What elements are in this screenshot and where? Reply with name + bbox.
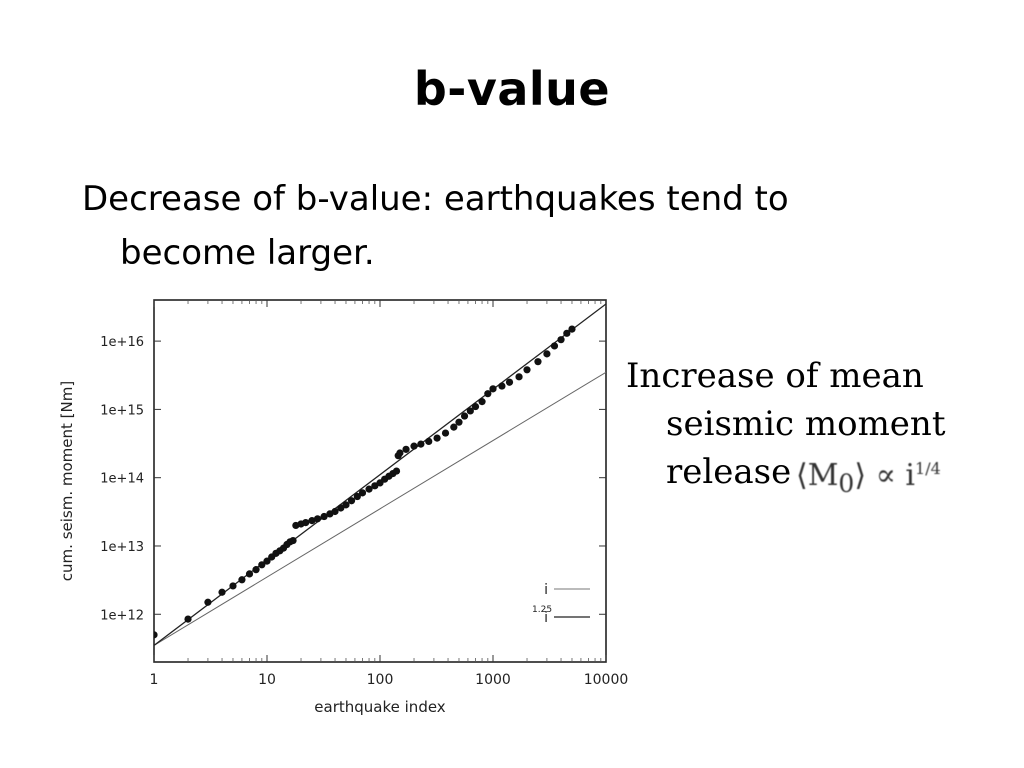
data-point [218, 588, 226, 596]
data-point [320, 512, 328, 521]
data-point [455, 418, 463, 426]
data-point [204, 598, 212, 606]
legend-exponent: 1.25 [532, 605, 552, 615]
side-line-1: Increase of mean [626, 356, 924, 396]
data-point [543, 350, 551, 358]
data-point [308, 517, 316, 525]
x-axis-label: earthquake index [314, 698, 446, 716]
data-point [460, 412, 469, 420]
formula-exp: 1/4 [915, 459, 941, 478]
y-tick-label: 1e+13 [100, 540, 144, 555]
formula-left: ⟨M [796, 458, 839, 493]
plot-area [154, 303, 606, 646]
data-point [410, 442, 418, 450]
data-point [478, 398, 486, 406]
data-point [245, 570, 254, 578]
data-point [417, 440, 425, 448]
data-point [337, 504, 345, 512]
x-tick-label: 100 [367, 672, 394, 688]
data-point [568, 325, 576, 333]
formula-right: ⟩ ∝ i [854, 458, 916, 493]
bullet-line-2: become larger. [120, 233, 375, 273]
x-tick-label: 1 [150, 672, 159, 688]
data-point [563, 329, 571, 337]
y-tick-label: 1e+14 [100, 472, 144, 487]
data-point [229, 582, 237, 590]
data-point [263, 557, 271, 565]
data-point [557, 336, 565, 344]
data-point [523, 366, 531, 374]
data-point [484, 390, 492, 398]
moment-chart: 1 10 100 1000 10000 1e+12 1e+13 1e+14 1e+15 1e+16… [58, 299, 629, 716]
x-tick-label: 10000 [584, 672, 629, 688]
data-point [258, 561, 266, 569]
data-point [433, 434, 441, 442]
data-point [331, 507, 339, 516]
data-point [498, 382, 506, 390]
side-note: Increase of mean seismic moment release [626, 352, 1016, 496]
data-point [550, 342, 559, 350]
data-point [466, 407, 474, 415]
legend-label-i: i [544, 582, 548, 598]
y-axis-label: cum. seism. moment [Nm] [58, 381, 76, 581]
data-point [313, 515, 322, 523]
data-point [353, 492, 361, 501]
data-point [184, 615, 192, 623]
data-point [425, 437, 433, 445]
y-tick-label: 1e+12 [100, 608, 144, 623]
data-point [302, 518, 310, 527]
data-point [396, 449, 404, 457]
data-point [289, 536, 297, 545]
data-point [392, 467, 401, 475]
slide-title: b-value [413, 62, 611, 116]
side-line-2: seismic moment [666, 404, 946, 444]
data-point [154, 631, 158, 639]
data-point [347, 497, 356, 505]
x-tick-label: 10 [258, 672, 276, 688]
data-point [471, 402, 480, 411]
data-point [342, 501, 350, 509]
x-tick-label: 1000 [475, 672, 511, 688]
moment-formula: ⟨M0⟩ ∝ i1/4 [796, 458, 941, 498]
bullet-line-1: Decrease of b-value: earthquakes tend to [82, 179, 789, 219]
data-point [515, 373, 523, 381]
legend-label-i125: i [544, 610, 548, 626]
reference-line [154, 303, 606, 646]
data-point [365, 485, 373, 493]
data-point [489, 385, 497, 393]
data-point [534, 358, 542, 366]
side-line-3: release [666, 452, 792, 492]
data-point [238, 576, 246, 584]
data-point [505, 378, 514, 386]
data-point [450, 423, 458, 431]
reference-line [154, 371, 606, 646]
data-point [402, 445, 410, 453]
data-point [441, 429, 450, 437]
y-tick-label: 1e+16 [100, 335, 144, 350]
y-tick-label: 1e+15 [100, 403, 144, 418]
data-point [252, 566, 260, 574]
formula-sub: 0 [838, 469, 855, 498]
data-point [358, 489, 367, 497]
bullet-text: Decrease of b-value: earthquakes tend to… [82, 172, 882, 280]
